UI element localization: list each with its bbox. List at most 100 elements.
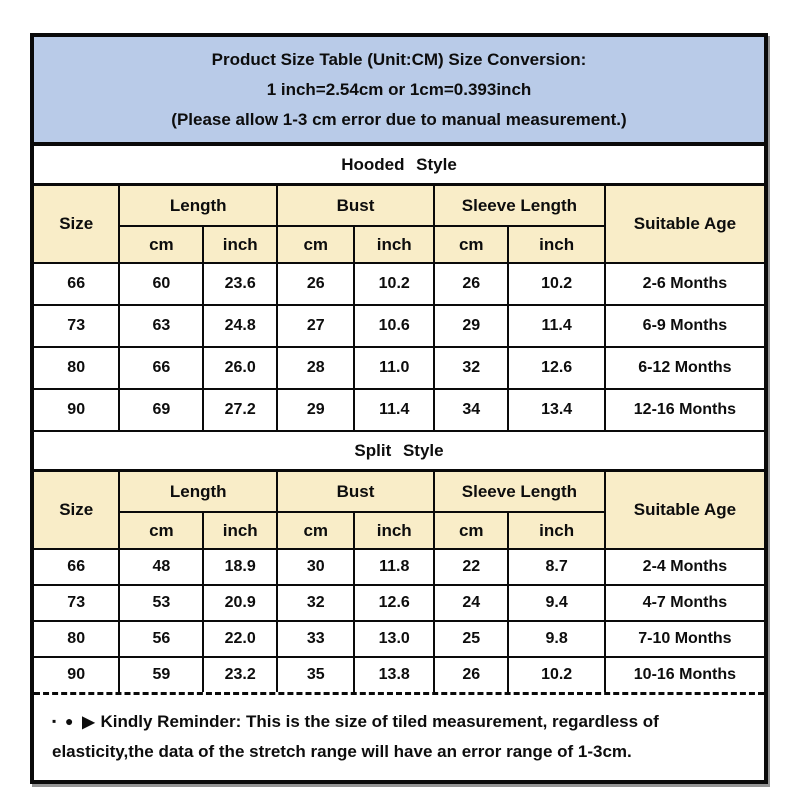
table-row: 90 59 23.2 35 13.8 26 10.2 10-16 Months <box>34 656 764 692</box>
cell-length-cm: 48 <box>118 548 205 586</box>
cell-size: 80 <box>34 346 121 390</box>
cell-sleeve-cm: 25 <box>432 620 510 658</box>
cell-bust-cm: 27 <box>276 304 356 348</box>
cell-bust-inch: 11.8 <box>353 548 435 586</box>
cell-sleeve-inch: 9.8 <box>507 620 606 658</box>
cell-bust-cm: 35 <box>276 656 356 692</box>
col-header-length: Length <box>118 186 279 227</box>
cell-sleeve-inch: 10.2 <box>507 262 606 306</box>
cell-length-inch: 20.9 <box>202 584 279 622</box>
cell-length-cm: 59 <box>118 656 205 692</box>
col-header-bust: Bust <box>276 472 435 513</box>
table-row: 73 53 20.9 32 12.6 24 9.4 4-7 Months <box>34 584 764 622</box>
reminder-text: Kindly Reminder: This is the size of til… <box>52 712 659 761</box>
cell-length-inch: 23.6 <box>202 262 279 306</box>
cell-size: 80 <box>34 620 121 658</box>
cell-sleeve-cm: 26 <box>432 656 510 692</box>
unit-header-inch: inch <box>353 511 435 550</box>
cell-length-inch: 26.0 <box>202 346 279 390</box>
title-banner: Product Size Table (Unit:CM) Size Conver… <box>34 37 764 146</box>
cell-bust-cm: 29 <box>276 388 356 430</box>
col-header-suitable-age: Suitable Age <box>603 186 764 264</box>
table-row: cm inch cm inch cm inch <box>34 225 764 264</box>
cell-bust-inch: 11.4 <box>353 388 435 430</box>
table-row: Size Length Bust Sleeve Length Suitable … <box>34 472 764 550</box>
unit-header-inch: inch <box>353 225 435 264</box>
cell-size: 90 <box>34 388 121 430</box>
square-bullet-icon: ▪ <box>52 714 59 728</box>
split-size-table: Size Length Bust Sleeve Length Suitable … <box>34 472 764 692</box>
cell-length-cm: 63 <box>118 304 205 348</box>
cell-length-cm: 66 <box>118 346 205 390</box>
cell-sleeve-cm: 22 <box>432 548 510 586</box>
cell-size: 73 <box>34 304 121 348</box>
cell-suitable-age: 7-10 Months <box>603 620 764 658</box>
col-header-suitable-age: Suitable Age <box>603 472 764 550</box>
cell-length-cm: 69 <box>118 388 205 430</box>
unit-header-inch: inch <box>507 511 605 550</box>
cell-bust-inch: 12.6 <box>353 584 435 622</box>
bullet-icons: ▪ ● ▶ <box>52 707 97 737</box>
cell-suitable-age: 4-7 Months <box>603 584 764 622</box>
cell-size: 66 <box>34 262 121 306</box>
cell-suitable-age: 10-16 Months <box>603 656 764 692</box>
cell-suitable-age: 2-6 Months <box>603 262 764 306</box>
cell-length-cm: 56 <box>118 620 205 658</box>
hooded-size-table: Size Length Bust Sleeve Length Suitable … <box>34 186 764 430</box>
cell-sleeve-cm: 34 <box>432 388 510 430</box>
cell-suitable-age: 6-12 Months <box>603 346 764 390</box>
cell-bust-cm: 30 <box>276 548 356 586</box>
unit-header-inch: inch <box>202 225 279 264</box>
cell-size: 73 <box>34 584 121 622</box>
cell-bust-cm: 28 <box>276 346 356 390</box>
unit-header-inch: inch <box>507 225 605 264</box>
cell-bust-cm: 33 <box>276 620 356 658</box>
banner-line-1: Product Size Table (Unit:CM) Size Conver… <box>211 50 587 69</box>
cell-suitable-age: 6-9 Months <box>603 304 764 348</box>
cell-length-inch: 23.2 <box>202 656 279 692</box>
table-row: 80 66 26.0 28 11.0 32 12.6 6-12 Months <box>34 346 764 390</box>
banner-line-3: (Please allow 1-3 cm error due to manual… <box>171 110 627 129</box>
col-header-size: Size <box>34 472 121 550</box>
cell-sleeve-inch: 9.4 <box>507 584 606 622</box>
cell-sleeve-inch: 11.4 <box>507 304 606 348</box>
cell-length-cm: 60 <box>118 262 205 306</box>
col-header-sleeve-length: Sleeve Length <box>433 472 606 513</box>
cell-bust-cm: 32 <box>276 584 356 622</box>
col-header-bust: Bust <box>276 186 435 227</box>
table-row: 80 56 22.0 33 13.0 25 9.8 7-10 Months <box>34 620 764 658</box>
col-header-length: Length <box>118 472 279 513</box>
cell-length-inch: 22.0 <box>202 620 279 658</box>
cell-sleeve-cm: 24 <box>432 584 510 622</box>
cell-bust-inch: 10.2 <box>353 262 435 306</box>
cell-length-cm: 53 <box>118 584 205 622</box>
unit-header-cm: cm <box>276 225 356 264</box>
section-title-hooded: Hooded Style <box>34 146 764 186</box>
cell-length-inch: 27.2 <box>202 388 279 430</box>
cell-suitable-age: 2-4 Months <box>603 548 764 586</box>
circle-bullet-icon: ● <box>65 713 76 729</box>
col-header-size: Size <box>34 186 121 264</box>
cell-sleeve-inch: 8.7 <box>507 548 606 586</box>
table-row: 73 63 24.8 27 10.6 29 11.4 6-9 Months <box>34 304 764 348</box>
table-row: 66 48 18.9 30 11.8 22 8.7 2-4 Months <box>34 548 764 586</box>
unit-header-cm: cm <box>432 225 510 264</box>
section-title-split: Split Style <box>34 430 764 472</box>
unit-header-cm: cm <box>276 511 356 550</box>
unit-header-inch: inch <box>202 511 279 550</box>
cell-sleeve-cm: 26 <box>432 262 510 306</box>
table-row: 90 69 27.2 29 11.4 34 13.4 12-16 Months <box>34 388 764 430</box>
cell-bust-inch: 11.0 <box>353 346 435 390</box>
cell-bust-inch: 10.6 <box>353 304 435 348</box>
cell-sleeve-inch: 10.2 <box>507 656 606 692</box>
cell-size: 66 <box>34 548 121 586</box>
table-row: 66 60 23.6 26 10.2 26 10.2 2-6 Months <box>34 262 764 306</box>
unit-header-cm: cm <box>119 225 205 264</box>
cell-sleeve-inch: 12.6 <box>507 346 606 390</box>
cell-suitable-age: 12-16 Months <box>603 388 764 430</box>
banner-line-2: 1 inch=2.54cm or 1cm=0.393inch <box>266 80 532 99</box>
cell-length-inch: 24.8 <box>202 304 279 348</box>
cell-sleeve-cm: 29 <box>432 304 510 348</box>
size-chart-board: Product Size Table (Unit:CM) Size Conver… <box>30 33 768 784</box>
